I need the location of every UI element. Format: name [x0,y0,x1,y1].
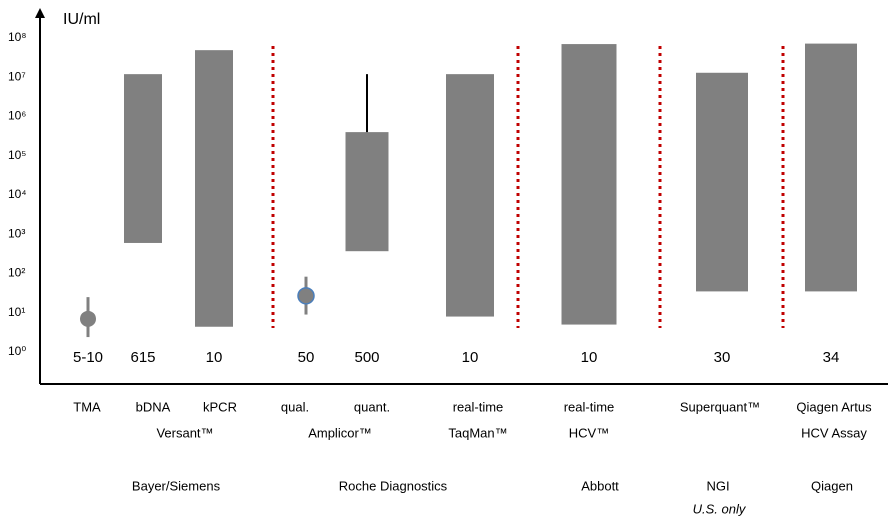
category-label: bDNA [136,399,171,414]
limit-label: 10 [581,349,598,366]
limit-label: 34 [823,349,840,366]
y-tick-label: 10⁶ [8,109,26,123]
note: U.S. only [693,501,747,516]
range-bar [195,50,233,327]
category-label: real-time [564,399,615,414]
category-label: HCV™ [569,425,609,440]
range-bar [446,74,494,317]
range-bar [345,132,389,252]
y-tick-label: 10⁵ [8,148,26,162]
category-label: Roche Diagnostics [339,478,448,493]
range-bar [124,74,162,243]
y-axis-label: IU/ml [63,11,100,28]
y-tick-label: 10⁷ [8,69,26,83]
category-label: Amplicor™ [308,425,372,440]
range-bar [805,43,857,292]
category-label: Qiagen Artus [796,399,872,414]
limit-label: 615 [130,349,155,366]
category-label: NGI [706,478,729,493]
category-label: TaqMan™ [448,425,507,440]
category-label: Versant™ [156,425,213,440]
y-tick-label: 10⁸ [8,30,26,44]
limit-label: 30 [714,349,731,366]
category-label: Bayer/Siemens [132,478,221,493]
y-tick-label: 10³ [8,226,25,240]
category-label: Abbott [581,478,619,493]
y-tick-label: 10² [8,266,25,280]
range-bar [561,44,617,325]
axis-arrow [35,8,45,18]
category-label: qual. [281,399,309,414]
category-label: Superquant™ [680,399,760,414]
limit-label: 500 [354,349,379,366]
category-label: real-time [453,399,504,414]
range-bar [696,72,748,292]
category-label: quant. [354,399,390,414]
category-label: kPCR [203,399,237,414]
point [297,287,315,305]
y-tick-label: 10⁰ [8,344,26,358]
y-tick-label: 10⁴ [8,187,27,201]
limit-label: 10 [462,349,479,366]
category-label: HCV Assay [801,425,867,440]
limit-label: 50 [298,349,315,366]
category-label: TMA [73,399,101,414]
limit-label: 5-10 [73,349,103,366]
limit-label: 10 [206,349,223,366]
category-label: Qiagen [811,478,853,493]
y-tick-label: 10¹ [8,305,25,319]
point [80,310,96,327]
